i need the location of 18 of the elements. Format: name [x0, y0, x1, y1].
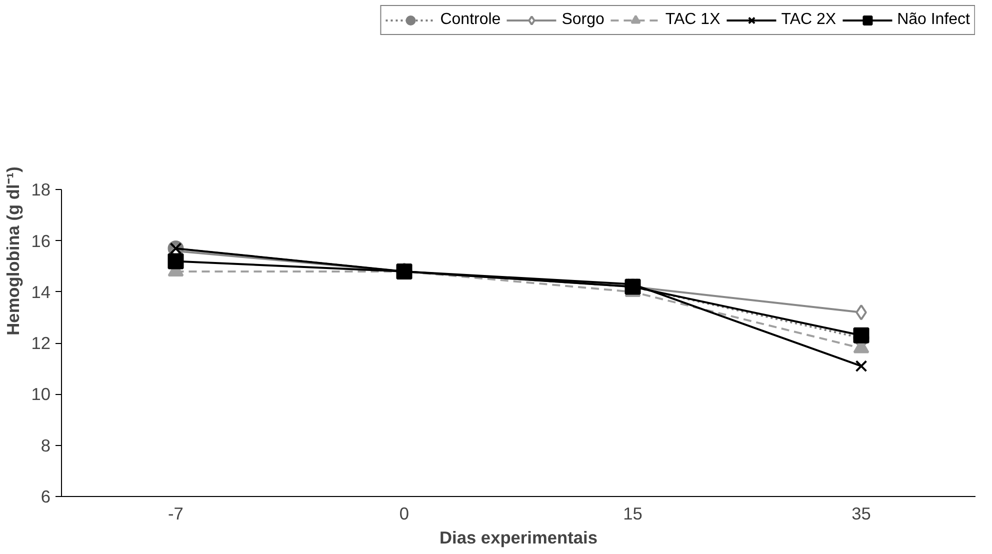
legend-label: TAC 2X	[781, 11, 836, 29]
y-tick-label: 6	[40, 486, 51, 506]
legend-label: Controle	[440, 11, 501, 29]
y-axis-title: Hemoglobina (g dl⁻¹)	[3, 166, 24, 336]
legend-label: Sorgo	[562, 11, 604, 29]
y-tick-label: 14	[31, 282, 51, 302]
y-tick-label: 8	[40, 435, 51, 456]
y-tick-label: 18	[31, 180, 51, 200]
x-tick-label: -7	[168, 504, 184, 524]
y-tick-label: 10	[31, 384, 51, 404]
x-tick-label: 15	[623, 504, 642, 524]
legend-label: Não Infect	[897, 11, 970, 29]
x-tick-label: 0	[399, 504, 410, 524]
legend-label: TAC 1X	[665, 11, 720, 29]
x-axis-title: Dias experimentais	[440, 528, 598, 548]
y-tick-label: 16	[31, 230, 51, 251]
y-tick-label: 12	[31, 333, 51, 354]
x-tick-label: 35	[852, 504, 871, 524]
